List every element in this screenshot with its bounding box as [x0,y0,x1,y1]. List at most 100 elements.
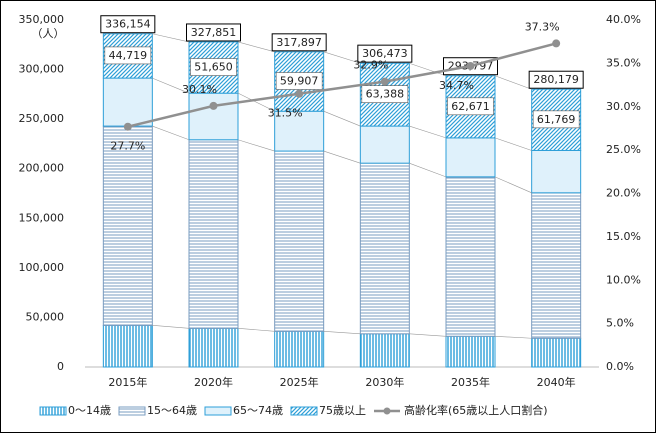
x-tick-label: 2025年 [280,375,319,389]
connector [237,92,275,112]
legend-swatch [204,406,232,416]
y-tick-label: 150,000 [19,211,65,224]
connector [494,176,532,194]
y-tick-label: 50,000 [26,310,65,323]
y-unit-label: （人） [32,27,65,40]
label-box [190,58,237,76]
total-label: 327,851 [191,26,237,39]
line-point [209,101,218,110]
y2-tick-label: 5.0% [606,317,634,330]
legend-label: 65～74歳 [233,404,283,417]
bar-segment [359,333,410,368]
bar-segment [445,137,496,178]
y2-tick-label: 40.0% [606,13,641,26]
y2-tick-label: 10.0% [606,273,641,286]
line-label: 30.1% [182,83,217,96]
bar-segment [274,330,325,368]
y-tick-label: 100,000 [19,261,65,274]
bar-segment [188,327,239,368]
line-point [552,39,561,48]
total-box [186,23,241,42]
connector [494,335,532,339]
line-point [466,61,475,70]
line-point [123,122,132,131]
total-label: 280,179 [533,73,579,86]
legend-swatch [118,406,146,416]
connector [237,328,275,332]
connector [323,331,361,335]
label-box [104,46,152,65]
bar-segment [359,162,410,335]
bar-segment [445,335,496,368]
y2-tick-label: 0.0% [606,360,634,373]
bar-segment [102,125,153,326]
connector [152,33,190,43]
connector [237,139,275,152]
y-tick-label: 250,000 [19,112,65,125]
y-tick-label: 200,000 [19,162,65,175]
connector [152,77,190,94]
total-label: 306,473 [362,47,408,60]
legend-swatch [383,407,391,415]
total-label: 336,154 [105,18,151,31]
label-box [275,72,323,90]
connector [323,150,361,164]
legend-swatch [39,406,67,416]
connector [494,75,532,90]
bar-segment [188,92,239,141]
y-tick-label: 350,000 [19,13,65,26]
bar-segment [102,77,153,127]
data-label: 63,388 [366,88,405,101]
connector [237,41,275,53]
connector [409,162,447,178]
x-tick-label: 2020年 [194,375,233,389]
y-tick-label: 300,000 [19,63,65,76]
line [127,42,557,128]
data-label: 44,719 [109,49,148,62]
legend-label: 0～14歳 [68,404,111,417]
x-tick-label: 2030年 [365,375,404,389]
y2-tick-label: 30.0% [606,100,641,113]
bar-segment [102,324,153,368]
line-label: 31.5% [268,107,303,120]
connector [152,125,190,141]
connector [409,333,447,337]
bar-segment [531,192,582,339]
connector [409,62,447,77]
data-label: 59,907 [280,75,319,88]
connector [152,325,190,329]
data-label: 61,769 [537,113,576,126]
bar-segment [531,337,582,368]
label-box [361,85,409,103]
legend-label: 15～64歳 [147,404,197,417]
bar-segment [188,139,239,329]
line-label: 37.3% [525,20,560,33]
data-label: 62,671 [451,100,490,113]
line-label: 32.9% [353,59,388,72]
label-box [532,110,580,129]
legend-label: 75歳以上 [319,404,366,417]
connector [323,110,361,127]
connector [409,125,447,139]
y-tick-label: 0 [57,360,64,373]
data-label: 51,650 [194,61,233,74]
total-box [100,15,156,34]
y2-tick-label: 20.0% [606,187,641,200]
line-point [380,77,389,86]
legend-swatch [290,406,318,416]
bar-segment [445,176,496,337]
bar-segment [274,150,325,332]
x-tick-label: 2035年 [451,375,490,389]
bar-segment [359,125,410,164]
y2-tick-label: 15.0% [606,230,641,243]
bar-segment [531,149,582,194]
total-label: 317,897 [276,36,322,49]
total-box [357,44,413,63]
total-box [271,33,327,52]
y2-tick-label: 35.0% [606,56,641,69]
x-tick-label: 2015年 [108,375,147,389]
connector [494,137,532,151]
connector [323,51,361,64]
legend-label: 高齢化率(65歳以上人口割合) [404,403,548,417]
